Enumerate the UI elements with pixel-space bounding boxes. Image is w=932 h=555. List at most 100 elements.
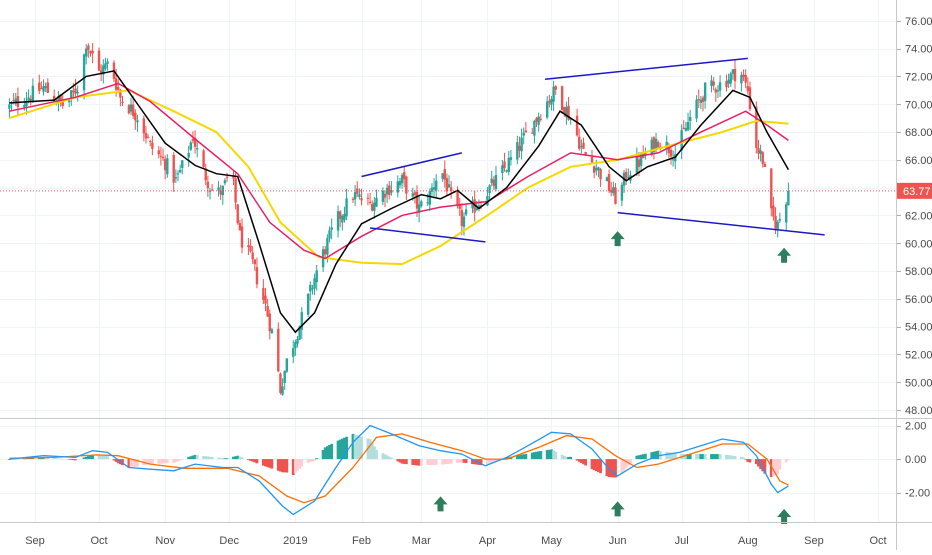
histogram-bar [441, 459, 445, 465]
histogram-bar [686, 454, 690, 460]
x-tick-label: Mar [412, 535, 431, 547]
x-tick-label: Jun [609, 535, 627, 547]
candle-body [38, 82, 41, 92]
y-tick-label: 52.00 [905, 349, 932, 361]
histogram-bar [624, 459, 628, 469]
candle-body [718, 82, 722, 91]
candle-body [360, 198, 363, 201]
histogram-bar [283, 459, 287, 473]
candle-body [584, 151, 587, 155]
up-arrow-icon [777, 247, 792, 263]
histogram-bar [202, 455, 205, 460]
candle-body [492, 179, 496, 186]
histogram-bar [69, 459, 73, 460]
histogram-bar [524, 453, 528, 460]
histogram-bar [313, 459, 316, 461]
histogram-bar [84, 456, 88, 460]
histogram-bar [133, 459, 137, 467]
candle-body [181, 160, 184, 168]
candle-body [671, 159, 675, 161]
candle-body [426, 202, 429, 204]
histogram-bar [665, 452, 669, 460]
histogram-bar [757, 459, 760, 467]
histogram-bar [774, 459, 777, 476]
histogram-bar [59, 458, 63, 460]
candle-body [746, 86, 750, 91]
histogram-bar [357, 435, 361, 460]
price-candles [8, 42, 790, 396]
histogram-bar [279, 459, 282, 472]
y-tick-label: 72.00 [905, 71, 932, 83]
histogram-bar [443, 459, 447, 465]
candle-body [772, 205, 775, 217]
histogram-bar [515, 455, 519, 460]
candle-body [336, 211, 340, 231]
histogram-bar [57, 458, 60, 460]
candle-body [383, 193, 387, 198]
histogram-bar [368, 439, 372, 460]
candle-body [411, 193, 414, 197]
histogram-bar [537, 451, 541, 460]
histogram-bar [432, 459, 436, 465]
candle-body [522, 132, 525, 136]
histogram-bar [609, 459, 613, 478]
candle-body [157, 150, 160, 155]
y-tick-label: 54.00 [905, 322, 932, 334]
histogram-bar [383, 454, 387, 460]
histogram-bar [579, 459, 583, 464]
histogram-bar [656, 450, 660, 460]
histogram-bar [291, 459, 295, 476]
histogram-bar [597, 459, 600, 473]
histogram-bar [251, 459, 255, 462]
histogram-bar [400, 459, 404, 464]
candle-body [509, 157, 513, 160]
histogram-bar [328, 445, 331, 460]
histogram-bar [447, 459, 451, 464]
histogram-bar [428, 459, 432, 465]
histogram-bar [330, 443, 334, 460]
histogram-bar [635, 455, 639, 460]
candle-body [650, 139, 653, 155]
candle-body [770, 168, 773, 209]
histogram-bar [372, 446, 376, 460]
candle-body [371, 204, 374, 211]
histogram-bar [460, 459, 464, 463]
macd-arrows [433, 496, 792, 524]
candle-body [531, 132, 534, 134]
histogram-bar [323, 447, 327, 460]
histogram-bar [402, 459, 406, 464]
candle-body [654, 138, 658, 149]
candle-body [277, 328, 280, 372]
histogram-bar [234, 456, 238, 460]
histogram-bar [247, 459, 250, 460]
candle-body [97, 50, 101, 71]
candle-body [432, 187, 436, 190]
histogram-bar [629, 459, 632, 464]
histogram-bar [688, 454, 692, 460]
histogram-bar [176, 459, 180, 462]
histogram-bar [31, 458, 35, 460]
candle-body [460, 210, 464, 226]
histogram-bar [270, 459, 274, 469]
candle-body [29, 98, 32, 101]
histogram-bar [306, 459, 310, 463]
histogram-bar [505, 457, 509, 460]
candle-body [238, 223, 242, 231]
candle-body [44, 86, 47, 89]
histogram-bar [375, 449, 378, 460]
candle-body [652, 137, 656, 152]
candle-body [546, 101, 549, 118]
candle-body [400, 174, 404, 184]
candle-body [195, 148, 199, 150]
candle-body [270, 329, 274, 334]
candle-body [191, 138, 195, 141]
candle-body [161, 157, 165, 159]
candle-body [443, 169, 446, 180]
histogram-bar [594, 459, 598, 472]
candle-body [163, 159, 167, 171]
candle-body [563, 106, 566, 114]
candle-body [255, 267, 259, 285]
candle-body [565, 107, 568, 118]
x-tick-label: Feb [352, 535, 371, 547]
